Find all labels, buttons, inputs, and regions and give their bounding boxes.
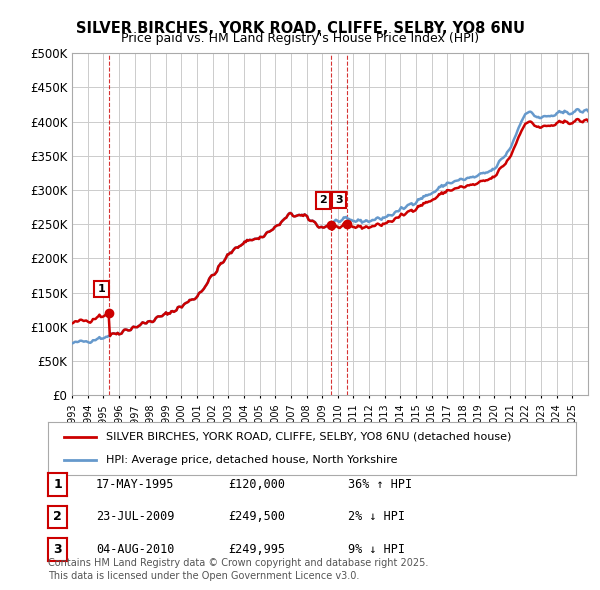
Text: SILVER BIRCHES, YORK ROAD, CLIFFE, SELBY, YO8 6NU: SILVER BIRCHES, YORK ROAD, CLIFFE, SELBY… <box>76 21 524 35</box>
Text: 3: 3 <box>53 543 62 556</box>
Text: £120,000: £120,000 <box>228 478 285 491</box>
Text: 9% ↓ HPI: 9% ↓ HPI <box>348 543 405 556</box>
Text: 36% ↑ HPI: 36% ↑ HPI <box>348 478 412 491</box>
Text: Price paid vs. HM Land Registry's House Price Index (HPI): Price paid vs. HM Land Registry's House … <box>121 32 479 45</box>
Text: HPI: Average price, detached house, North Yorkshire: HPI: Average price, detached house, Nort… <box>106 455 398 465</box>
Text: 2% ↓ HPI: 2% ↓ HPI <box>348 510 405 523</box>
Text: SILVER BIRCHES, YORK ROAD, CLIFFE, SELBY, YO8 6NU (detached house): SILVER BIRCHES, YORK ROAD, CLIFFE, SELBY… <box>106 432 511 442</box>
Text: 2: 2 <box>319 195 327 205</box>
Text: 17-MAY-1995: 17-MAY-1995 <box>96 478 175 491</box>
Text: Contains HM Land Registry data © Crown copyright and database right 2025.
This d: Contains HM Land Registry data © Crown c… <box>48 558 428 581</box>
Text: 3: 3 <box>335 195 343 205</box>
Text: 04-AUG-2010: 04-AUG-2010 <box>96 543 175 556</box>
Text: 1: 1 <box>98 284 105 294</box>
Text: 2: 2 <box>53 510 62 523</box>
Text: £249,995: £249,995 <box>228 543 285 556</box>
Text: 23-JUL-2009: 23-JUL-2009 <box>96 510 175 523</box>
Text: £249,500: £249,500 <box>228 510 285 523</box>
Text: 1: 1 <box>53 478 62 491</box>
